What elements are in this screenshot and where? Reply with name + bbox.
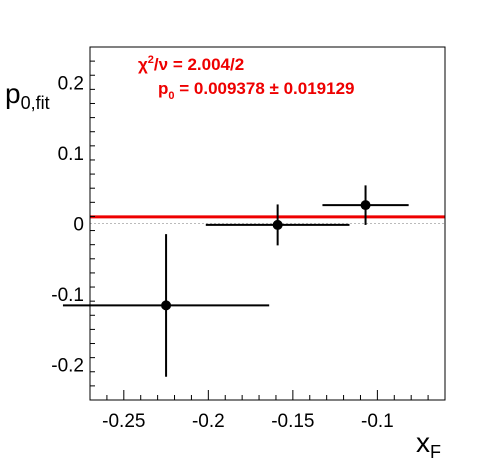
data-point — [272, 219, 283, 230]
y-axis-title: p0,fit — [5, 78, 50, 113]
plot-frame — [89, 46, 446, 401]
tick-labels-group: -0.2 -0.1 0 0.1 0.2 -0.25 -0.2 -0.15 -0.1 — [51, 73, 394, 432]
data-point — [360, 200, 371, 211]
x-tick-label: -0.1 — [361, 411, 394, 432]
y-tick-label: -0.1 — [51, 285, 84, 306]
y-tick-label: -0.2 — [51, 356, 84, 377]
x-axis-title: xF — [416, 427, 441, 462]
y-tick-label: 0.2 — [58, 73, 84, 94]
data-points-group — [62, 185, 409, 377]
x-tick-label: -0.25 — [102, 411, 145, 432]
data-point — [161, 300, 172, 311]
fit-chi2-label: χ2/ν = 2.004/2 — [138, 54, 244, 74]
x-tick-label: -0.15 — [271, 411, 314, 432]
y-tick-label: 0.1 — [58, 144, 84, 165]
axes-group — [89, 46, 446, 401]
fit-p0-label: p0 = 0.009378 ± 0.019129 — [158, 79, 354, 102]
y-tick-label: 0 — [73, 215, 84, 236]
x-tick-label: -0.2 — [192, 411, 225, 432]
